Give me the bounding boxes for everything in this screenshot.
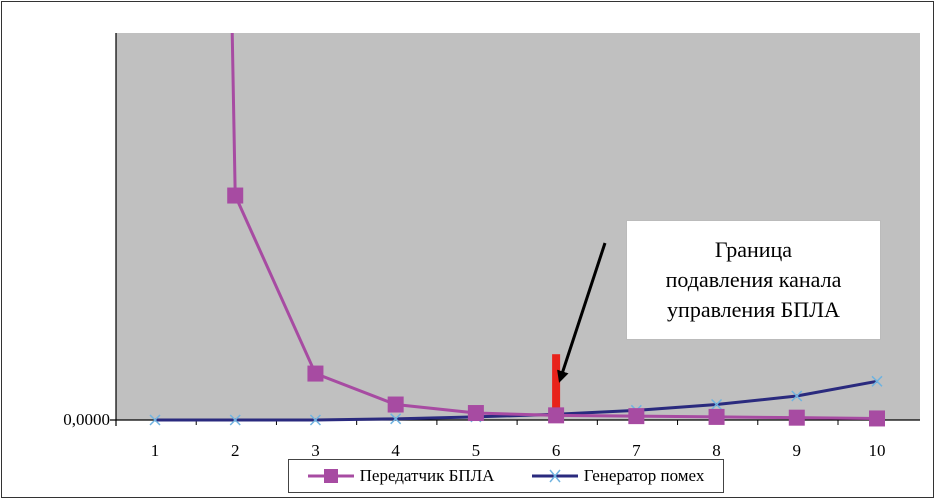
x-tick-label: 3	[311, 441, 320, 460]
threshold-bar	[552, 354, 561, 420]
series-layer	[149, 32, 885, 427]
x-tick-label: 2	[231, 441, 240, 460]
data-point-jammer	[390, 413, 402, 425]
x-tick-label: 1	[151, 441, 160, 460]
annotation-line-1: Граница	[714, 237, 793, 262]
data-point-transmitter	[788, 409, 805, 426]
x-tick-label: 10	[869, 441, 886, 460]
data-point-transmitter	[869, 410, 885, 427]
annotation-box: Граница подавления канала управления БПЛ…	[626, 220, 881, 340]
data-point-transmitter	[708, 408, 725, 425]
data-point-jammer	[309, 414, 321, 426]
legend-label-transmitter: Передатчик БПЛА	[359, 466, 495, 485]
x-tick-label: 6	[552, 441, 561, 460]
x-tick-label: 9	[793, 441, 802, 460]
series-line-transmitter	[230, 32, 878, 420]
data-point-jammer	[871, 375, 883, 387]
square-marker-icon	[307, 469, 354, 483]
annotation-line-3: управления БПЛА	[667, 297, 840, 322]
x-tick-label: 4	[391, 441, 400, 460]
data-point-jammer	[149, 414, 161, 426]
x-tick-label: 8	[712, 441, 721, 460]
threshold-layer	[552, 354, 561, 420]
x-tick-label: 5	[472, 441, 481, 460]
data-point-jammer	[711, 398, 723, 411]
data-point-transmitter	[387, 396, 404, 413]
data-point-jammer	[791, 390, 803, 402]
x-marker-icon	[531, 469, 578, 483]
annotation-arrow	[557, 242, 607, 383]
labels-layer: 1 2 3 4 5 6 7 8 9 10 0,0000	[63, 410, 885, 460]
legend: Передатчик БПЛА Генератор помех	[288, 459, 724, 493]
x-tick-label: 7	[632, 441, 641, 460]
legend-item-transmitter: Передатчик БПЛА	[307, 466, 495, 486]
y-tick-label: 0,0000	[63, 410, 110, 429]
data-point-jammer	[229, 414, 241, 426]
data-point-transmitter	[227, 187, 244, 204]
data-point-transmitter	[628, 408, 645, 425]
data-point-transmitter	[548, 407, 565, 424]
legend-label-jammer: Генератор помех	[583, 466, 705, 485]
annotation-line-2: подавления канала	[665, 267, 842, 292]
legend-item-jammer: Генератор помех	[531, 466, 705, 486]
data-point-transmitter	[307, 365, 324, 382]
data-point-transmitter	[467, 405, 484, 422]
